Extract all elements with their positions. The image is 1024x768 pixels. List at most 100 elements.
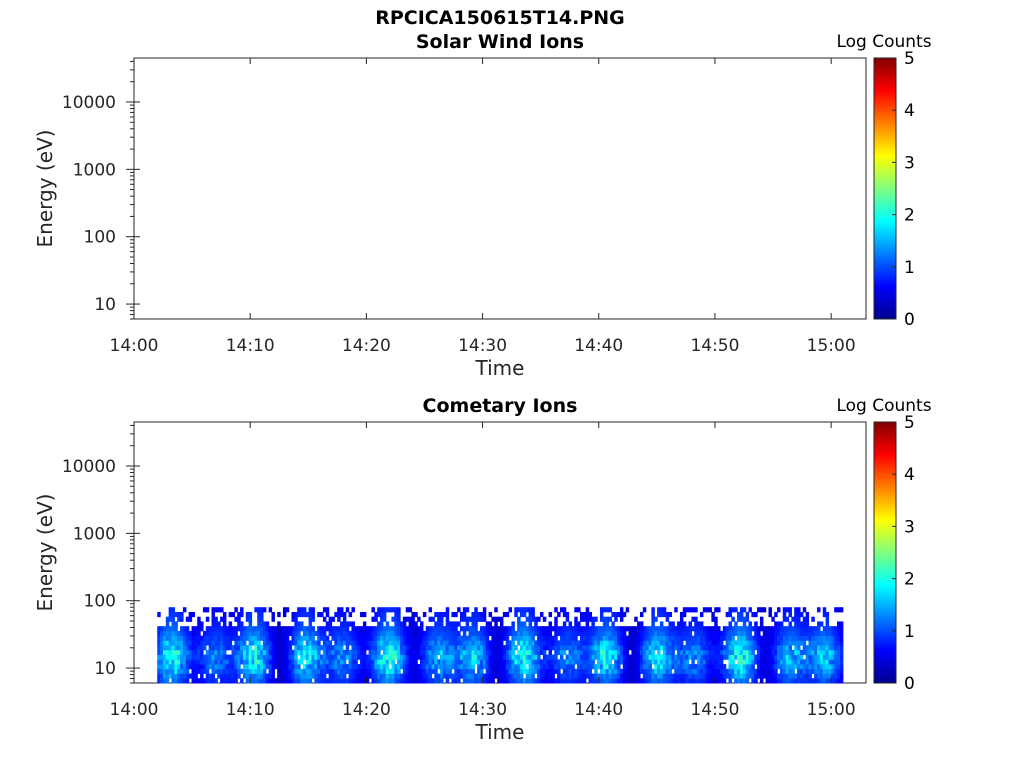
spectrogram-cell <box>240 635 244 641</box>
spectrogram-cell <box>639 678 644 684</box>
spectrogram-cell <box>534 678 538 684</box>
spectrogram-cell <box>579 654 584 660</box>
spectrogram-cell <box>737 664 741 670</box>
spectrogram-cell <box>634 673 638 679</box>
spectrogram-cell <box>622 668 627 674</box>
spectrogram-cell <box>425 664 430 670</box>
spectrogram-cell <box>342 630 347 637</box>
spectrogram-cell <box>491 659 495 665</box>
spectrogram-cell <box>651 668 655 674</box>
spectrogram-cell <box>434 611 438 618</box>
spectrogram-cell <box>571 626 575 632</box>
spectrogram-cell <box>400 640 404 646</box>
spectrogram-cell <box>177 668 181 674</box>
spectrogram-cell <box>631 659 635 665</box>
spectrogram-cell <box>188 654 193 660</box>
spectrogram-cell <box>597 659 601 665</box>
spectrogram-cell <box>614 678 618 684</box>
spectrogram-cell <box>337 640 341 646</box>
spectrogram-cell <box>585 645 590 651</box>
spectrogram-cell <box>739 649 744 655</box>
spectrogram-cell <box>517 616 521 622</box>
spectrogram-cell <box>559 664 564 670</box>
spectrogram-cell <box>488 626 493 632</box>
spectrogram-cell <box>794 664 798 670</box>
spectrogram-cell <box>539 630 544 637</box>
spectrogram-cell <box>608 645 612 651</box>
spectrogram-cell <box>651 611 655 618</box>
spectrogram-cell <box>285 645 290 651</box>
spectrogram-cell <box>748 664 752 670</box>
spectrogram-cell <box>185 654 190 660</box>
spectrogram-cell <box>794 659 798 665</box>
spectrogram-cell <box>759 645 764 651</box>
spectrogram-cell <box>628 668 632 674</box>
spectrogram-cell <box>677 654 681 660</box>
spectrogram-cell <box>254 678 258 684</box>
spectrogram-cell <box>391 645 395 651</box>
spectrogram-cell <box>460 611 464 618</box>
spectrogram-cell <box>320 678 324 684</box>
spectrogram-cell <box>757 626 761 632</box>
spectrogram-cell <box>414 621 418 627</box>
spectrogram-cell <box>802 673 807 679</box>
spectrogram-cell <box>548 664 553 670</box>
spectrogram-cell <box>374 635 378 641</box>
spectrogram-cell <box>211 621 215 627</box>
spectrogram-cell <box>254 664 258 670</box>
spectrogram-cell <box>528 645 533 651</box>
spectrogram-cell <box>611 645 615 651</box>
spectrogram-cell <box>391 630 395 637</box>
spectrogram-cell <box>474 659 478 665</box>
spectrogram-cell <box>477 649 481 655</box>
spectrogram-cell <box>391 678 395 684</box>
spectrogram-cell <box>320 611 324 618</box>
spectrogram-cell <box>799 611 804 618</box>
spectrogram-cell <box>457 659 461 665</box>
spectrogram-cell <box>194 659 198 665</box>
spectrogram-cell <box>828 678 832 684</box>
spectrogram-cell <box>514 654 518 660</box>
spectrogram-cell <box>325 645 330 651</box>
spectrogram-cell <box>522 645 527 651</box>
spectrogram-cell <box>765 645 770 651</box>
spectrogram-cell <box>637 645 641 651</box>
spectrogram-cell <box>471 664 475 670</box>
spectrogram-cell <box>314 678 318 684</box>
spectrogram-cell <box>708 673 712 679</box>
spectrogram-cell <box>539 640 544 646</box>
spectrogram-cell <box>517 640 521 646</box>
spectrogram-cell <box>380 668 384 674</box>
spectrogram-cell <box>377 664 381 670</box>
spectrogram-cell <box>577 621 581 627</box>
spectrogram-cell <box>374 659 378 665</box>
spectrogram-cell <box>302 664 307 670</box>
spectrogram-cell <box>485 621 490 627</box>
spectrogram-cell <box>271 664 275 670</box>
spectrogram-cell <box>737 611 741 618</box>
spectrogram-cell <box>217 673 221 679</box>
spectrogram-cell <box>254 635 258 641</box>
spectrogram-cell <box>771 616 775 622</box>
spectrogram-cell <box>522 640 527 646</box>
spectrogram-cell <box>360 635 364 641</box>
spectrogram-cell <box>511 626 515 632</box>
spectrogram-cell <box>502 645 507 651</box>
spectrogram-cell <box>348 630 353 637</box>
spectrogram-cell <box>705 640 710 646</box>
spectrogram-cell <box>731 645 735 651</box>
spectrogram-cell <box>711 654 715 660</box>
spectrogram-cell <box>834 635 838 641</box>
spectrogram-cell <box>342 626 347 632</box>
spectrogram-cell <box>494 659 498 665</box>
spectrogram-cell <box>551 654 555 660</box>
spectrogram-cell <box>474 630 478 637</box>
spectrogram-cell <box>679 668 684 674</box>
spectrogram-cell <box>177 645 181 651</box>
spectrogram-cell <box>719 664 724 670</box>
spectrogram-cell <box>237 649 241 655</box>
spectrogram-cell <box>528 626 533 632</box>
spectrogram-cell <box>508 645 513 651</box>
spectrogram-cell <box>574 649 578 655</box>
spectrogram-cell <box>531 673 535 679</box>
